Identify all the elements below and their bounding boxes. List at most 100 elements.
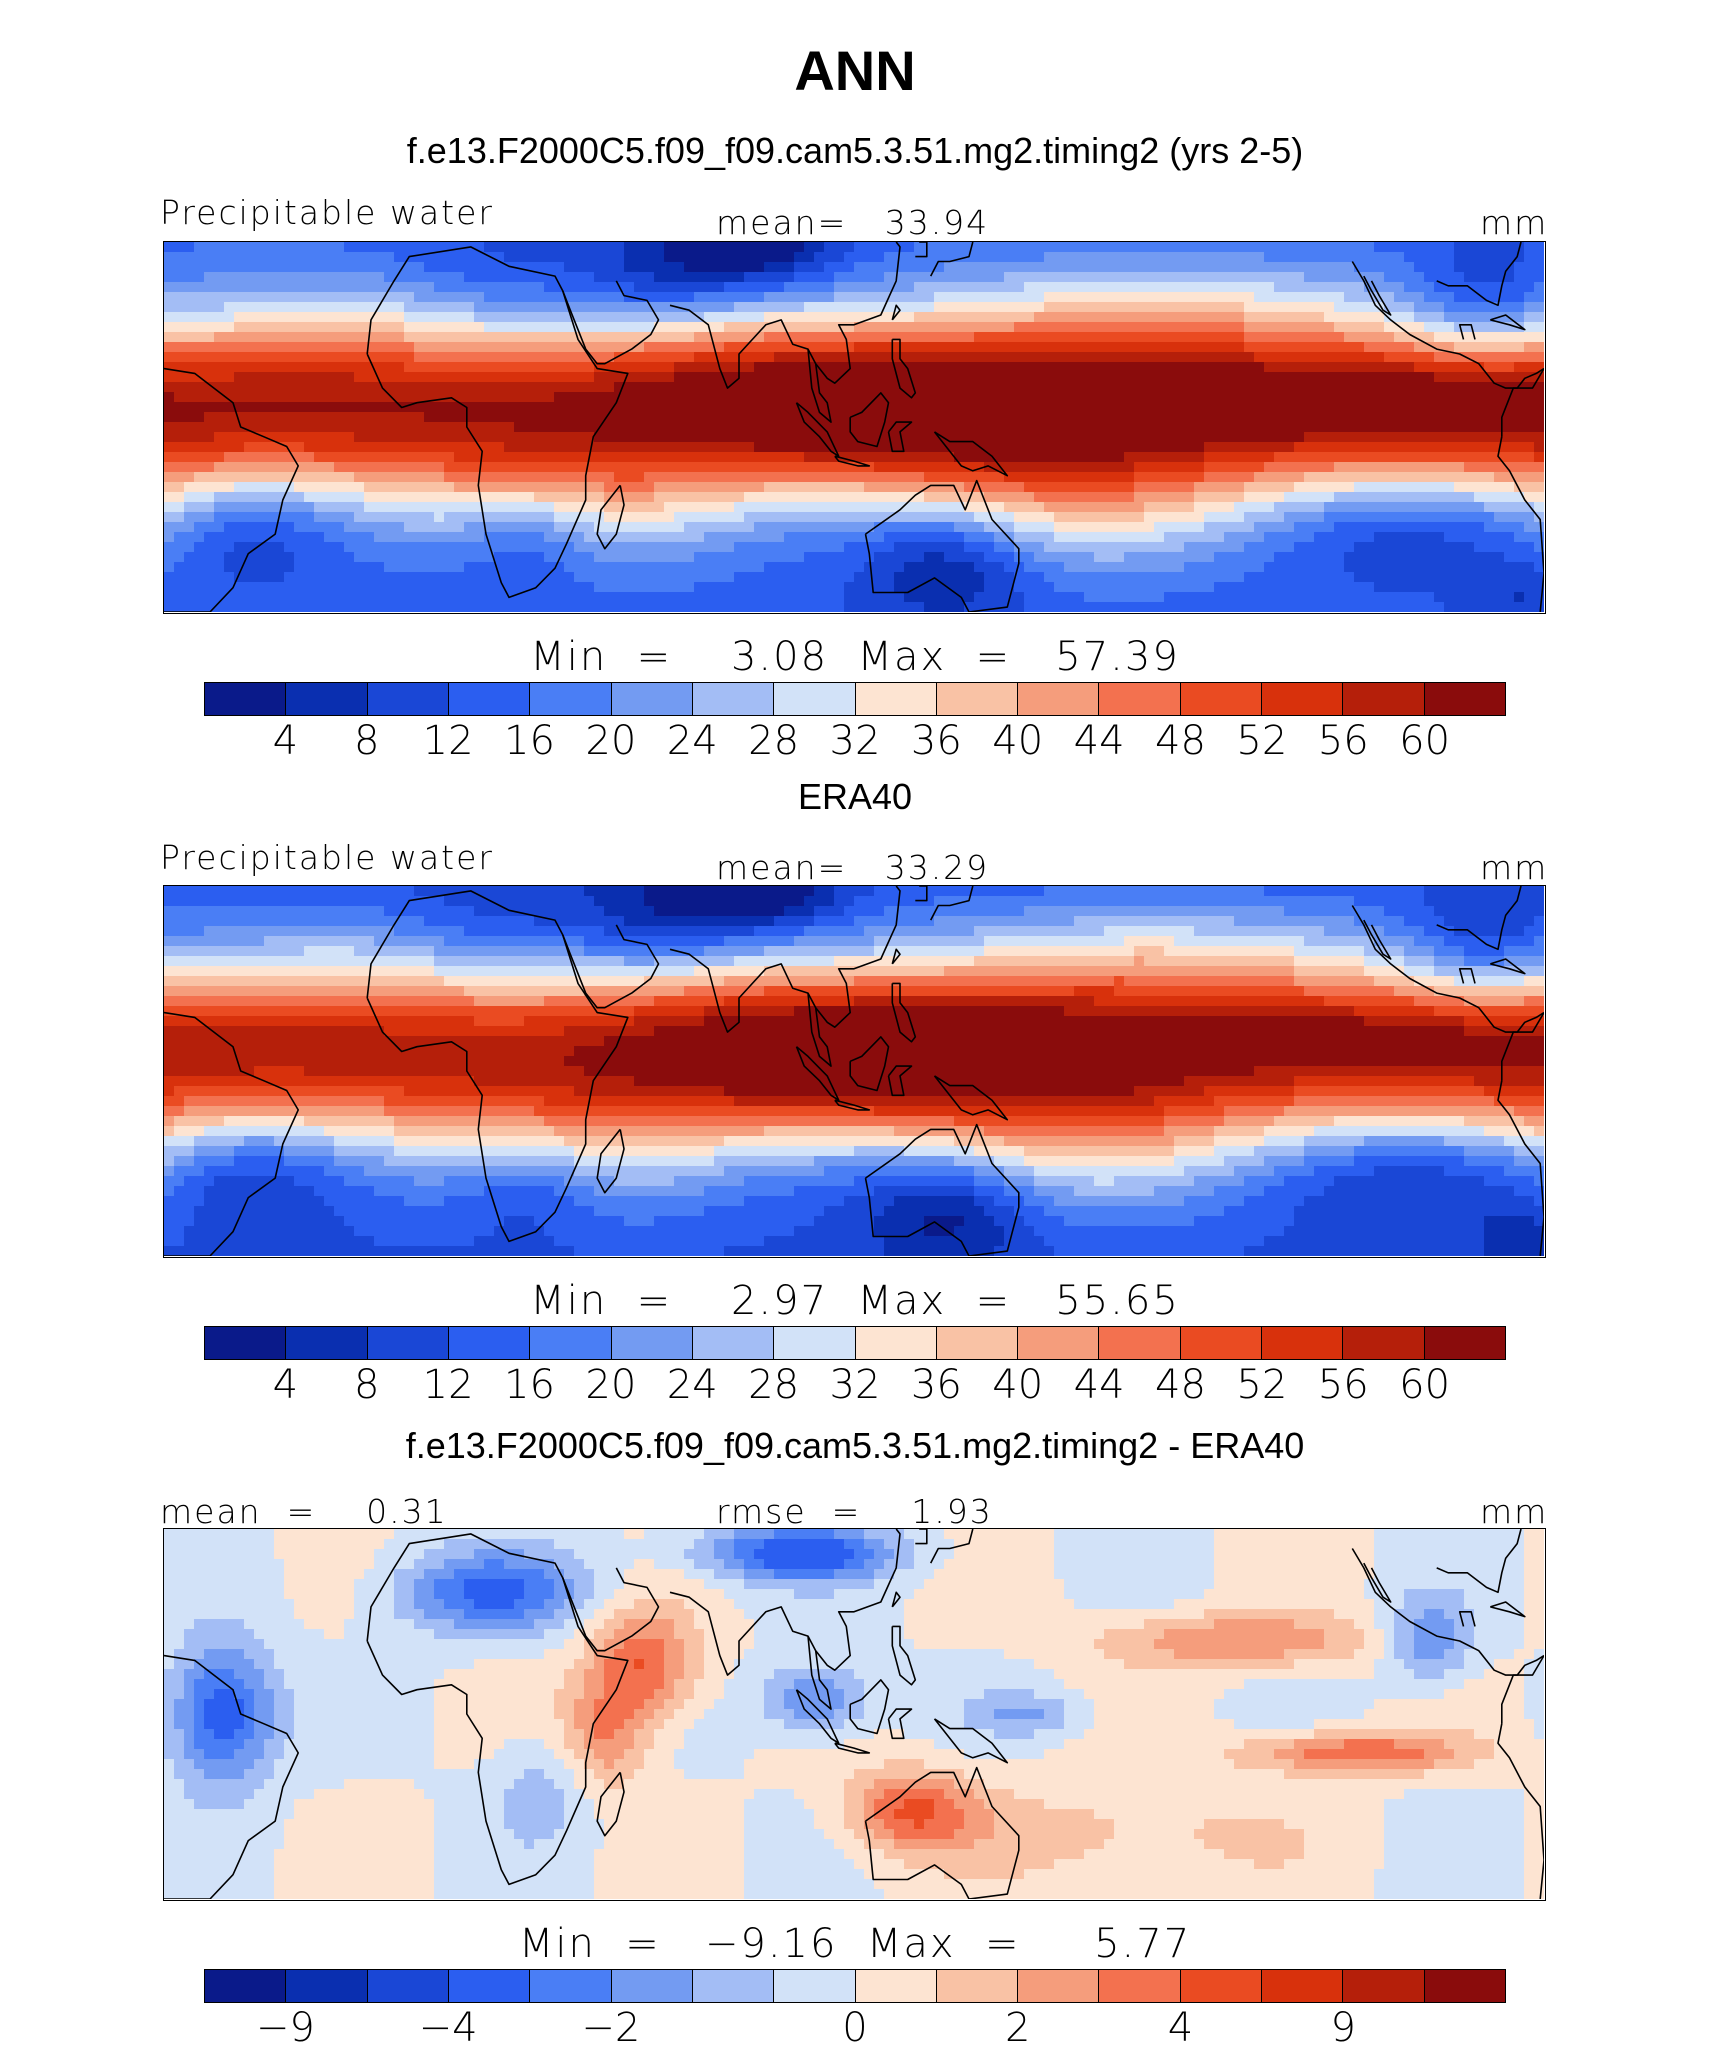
coastline [1501, 368, 1544, 437]
contour-map [164, 1529, 1544, 1899]
coastline [1351, 261, 1544, 389]
colorbar-swatch [530, 1970, 612, 2002]
colorbar-tick-label: −9 [255, 2005, 315, 2051]
coastline [669, 886, 901, 1033]
coastline [929, 886, 974, 921]
coastline [669, 242, 901, 389]
colorbar-swatch [1262, 1327, 1344, 1359]
panel-3-mean-label: mean = 0.31 [160, 1492, 448, 1531]
colorbar-swatch [611, 1970, 693, 2002]
colorbar-swatch [936, 1327, 1019, 1359]
colorbar-swatch [367, 683, 449, 715]
colorbar-swatch [367, 1327, 449, 1359]
colorbar-swatch [1262, 683, 1344, 715]
colorbar-swatch [1180, 1327, 1263, 1359]
panel-3-colorbar-ticks: −9 −4 −2 0 2 4 9 [0, 2005, 1710, 2051]
coastline [915, 886, 928, 902]
coastline [1363, 275, 1392, 316]
panel-3-title: f.e13.F2000C5.f09_f09.cam5.3.51.mg2.timi… [405, 1425, 1305, 1466]
colorbar-tick-label: 8 [354, 1362, 380, 1408]
colorbar-tick-label: 12 [422, 718, 474, 764]
colorbar-swatch [205, 1970, 287, 2002]
coastline [1501, 1655, 1544, 1724]
coastline [1351, 905, 1544, 1033]
coastline [1458, 1611, 1476, 1627]
colorbar-tick-label: 28 [748, 718, 800, 764]
coastline [864, 1766, 1020, 1899]
coastline [1363, 919, 1392, 960]
coastline [1436, 242, 1522, 307]
colorbar-tick-label: 56 [1317, 1362, 1369, 1408]
colorbar-swatch [1424, 1970, 1505, 2002]
coastline [891, 338, 917, 399]
coastline [891, 1591, 901, 1608]
colorbar-swatch [1018, 1327, 1100, 1359]
coastline [891, 1625, 917, 1686]
panel-3-units-label: mm [1480, 1492, 1549, 1531]
coastline [849, 1679, 890, 1735]
colorbar-tick-label: 56 [1317, 718, 1369, 764]
colorbar-tick-label: 32 [829, 718, 881, 764]
coastline [1490, 314, 1526, 331]
panel-3-map [163, 1528, 1546, 1901]
coastline [795, 402, 840, 457]
panel-1-units-label: mm [1480, 203, 1549, 242]
coastline [561, 924, 660, 1009]
colorbar-swatch [774, 1970, 856, 2002]
panel-1-title: f.e13.F2000C5.f09_f09.cam5.3.51.mg2.timi… [406, 130, 1304, 171]
coastline [915, 242, 928, 258]
contour-map [164, 886, 1544, 1256]
colorbar-swatch [1424, 1327, 1505, 1359]
colorbar-swatch [530, 683, 612, 715]
colorbar-tick-label: 52 [1236, 1362, 1288, 1408]
coastline [1497, 1723, 1544, 1899]
colorbar-swatch [1018, 683, 1100, 715]
colorbar-tick-label: 16 [504, 718, 555, 764]
coastline [891, 948, 901, 965]
coastlines [164, 242, 1544, 612]
coastline [1497, 436, 1544, 612]
coastline [366, 890, 629, 1243]
coastline [1501, 1012, 1544, 1081]
colorbar-tick-label: 0 [842, 2005, 868, 2051]
coastline [1436, 886, 1522, 951]
colorbar-swatch [611, 683, 693, 715]
coastline [864, 479, 1020, 612]
coastline [164, 1011, 299, 1256]
colorbar-tick-label: 20 [585, 1362, 637, 1408]
coastline [933, 1075, 1009, 1121]
coastline [887, 1065, 913, 1097]
colorbar-tick-label: 24 [666, 1362, 718, 1408]
coastline [891, 982, 917, 1043]
panel-1-colorbar [204, 682, 1506, 716]
coastline [929, 1529, 974, 1564]
coastline [834, 455, 871, 467]
colorbar-tick-label: 20 [585, 718, 637, 764]
colorbar-swatch [611, 1327, 693, 1359]
colorbar-swatch [448, 1970, 531, 2002]
coastline [164, 367, 299, 612]
colorbar-swatch [448, 1327, 531, 1359]
colorbar-swatch [1099, 1970, 1181, 2002]
coastline [891, 304, 901, 321]
colorbar-tick-label: 36 [910, 718, 962, 764]
coastline [864, 1123, 1020, 1256]
colorbar-swatch [1343, 683, 1425, 715]
coastline [933, 1718, 1009, 1764]
colorbar-tick-label: 48 [1155, 1362, 1206, 1408]
panel-3-minmax: Min = −9.16 Max = 5.77 [518, 1921, 1192, 1967]
colorbar-swatch [774, 1327, 856, 1359]
panel-1-map [163, 241, 1546, 614]
colorbar-tick-label: 4 [272, 1362, 299, 1408]
colorbar-tick-label: 4 [272, 718, 299, 764]
coastline [807, 349, 832, 423]
coastline [795, 1689, 840, 1744]
coastline [1458, 968, 1476, 984]
coastlines [164, 1529, 1544, 1899]
colorbar-tick-label: 60 [1399, 718, 1451, 764]
colorbar-tick-label: 44 [1073, 1362, 1125, 1408]
coastline [164, 1654, 299, 1899]
coastline [887, 421, 913, 453]
coastline [1490, 958, 1526, 975]
colorbar-tick-label: 40 [992, 1362, 1044, 1408]
